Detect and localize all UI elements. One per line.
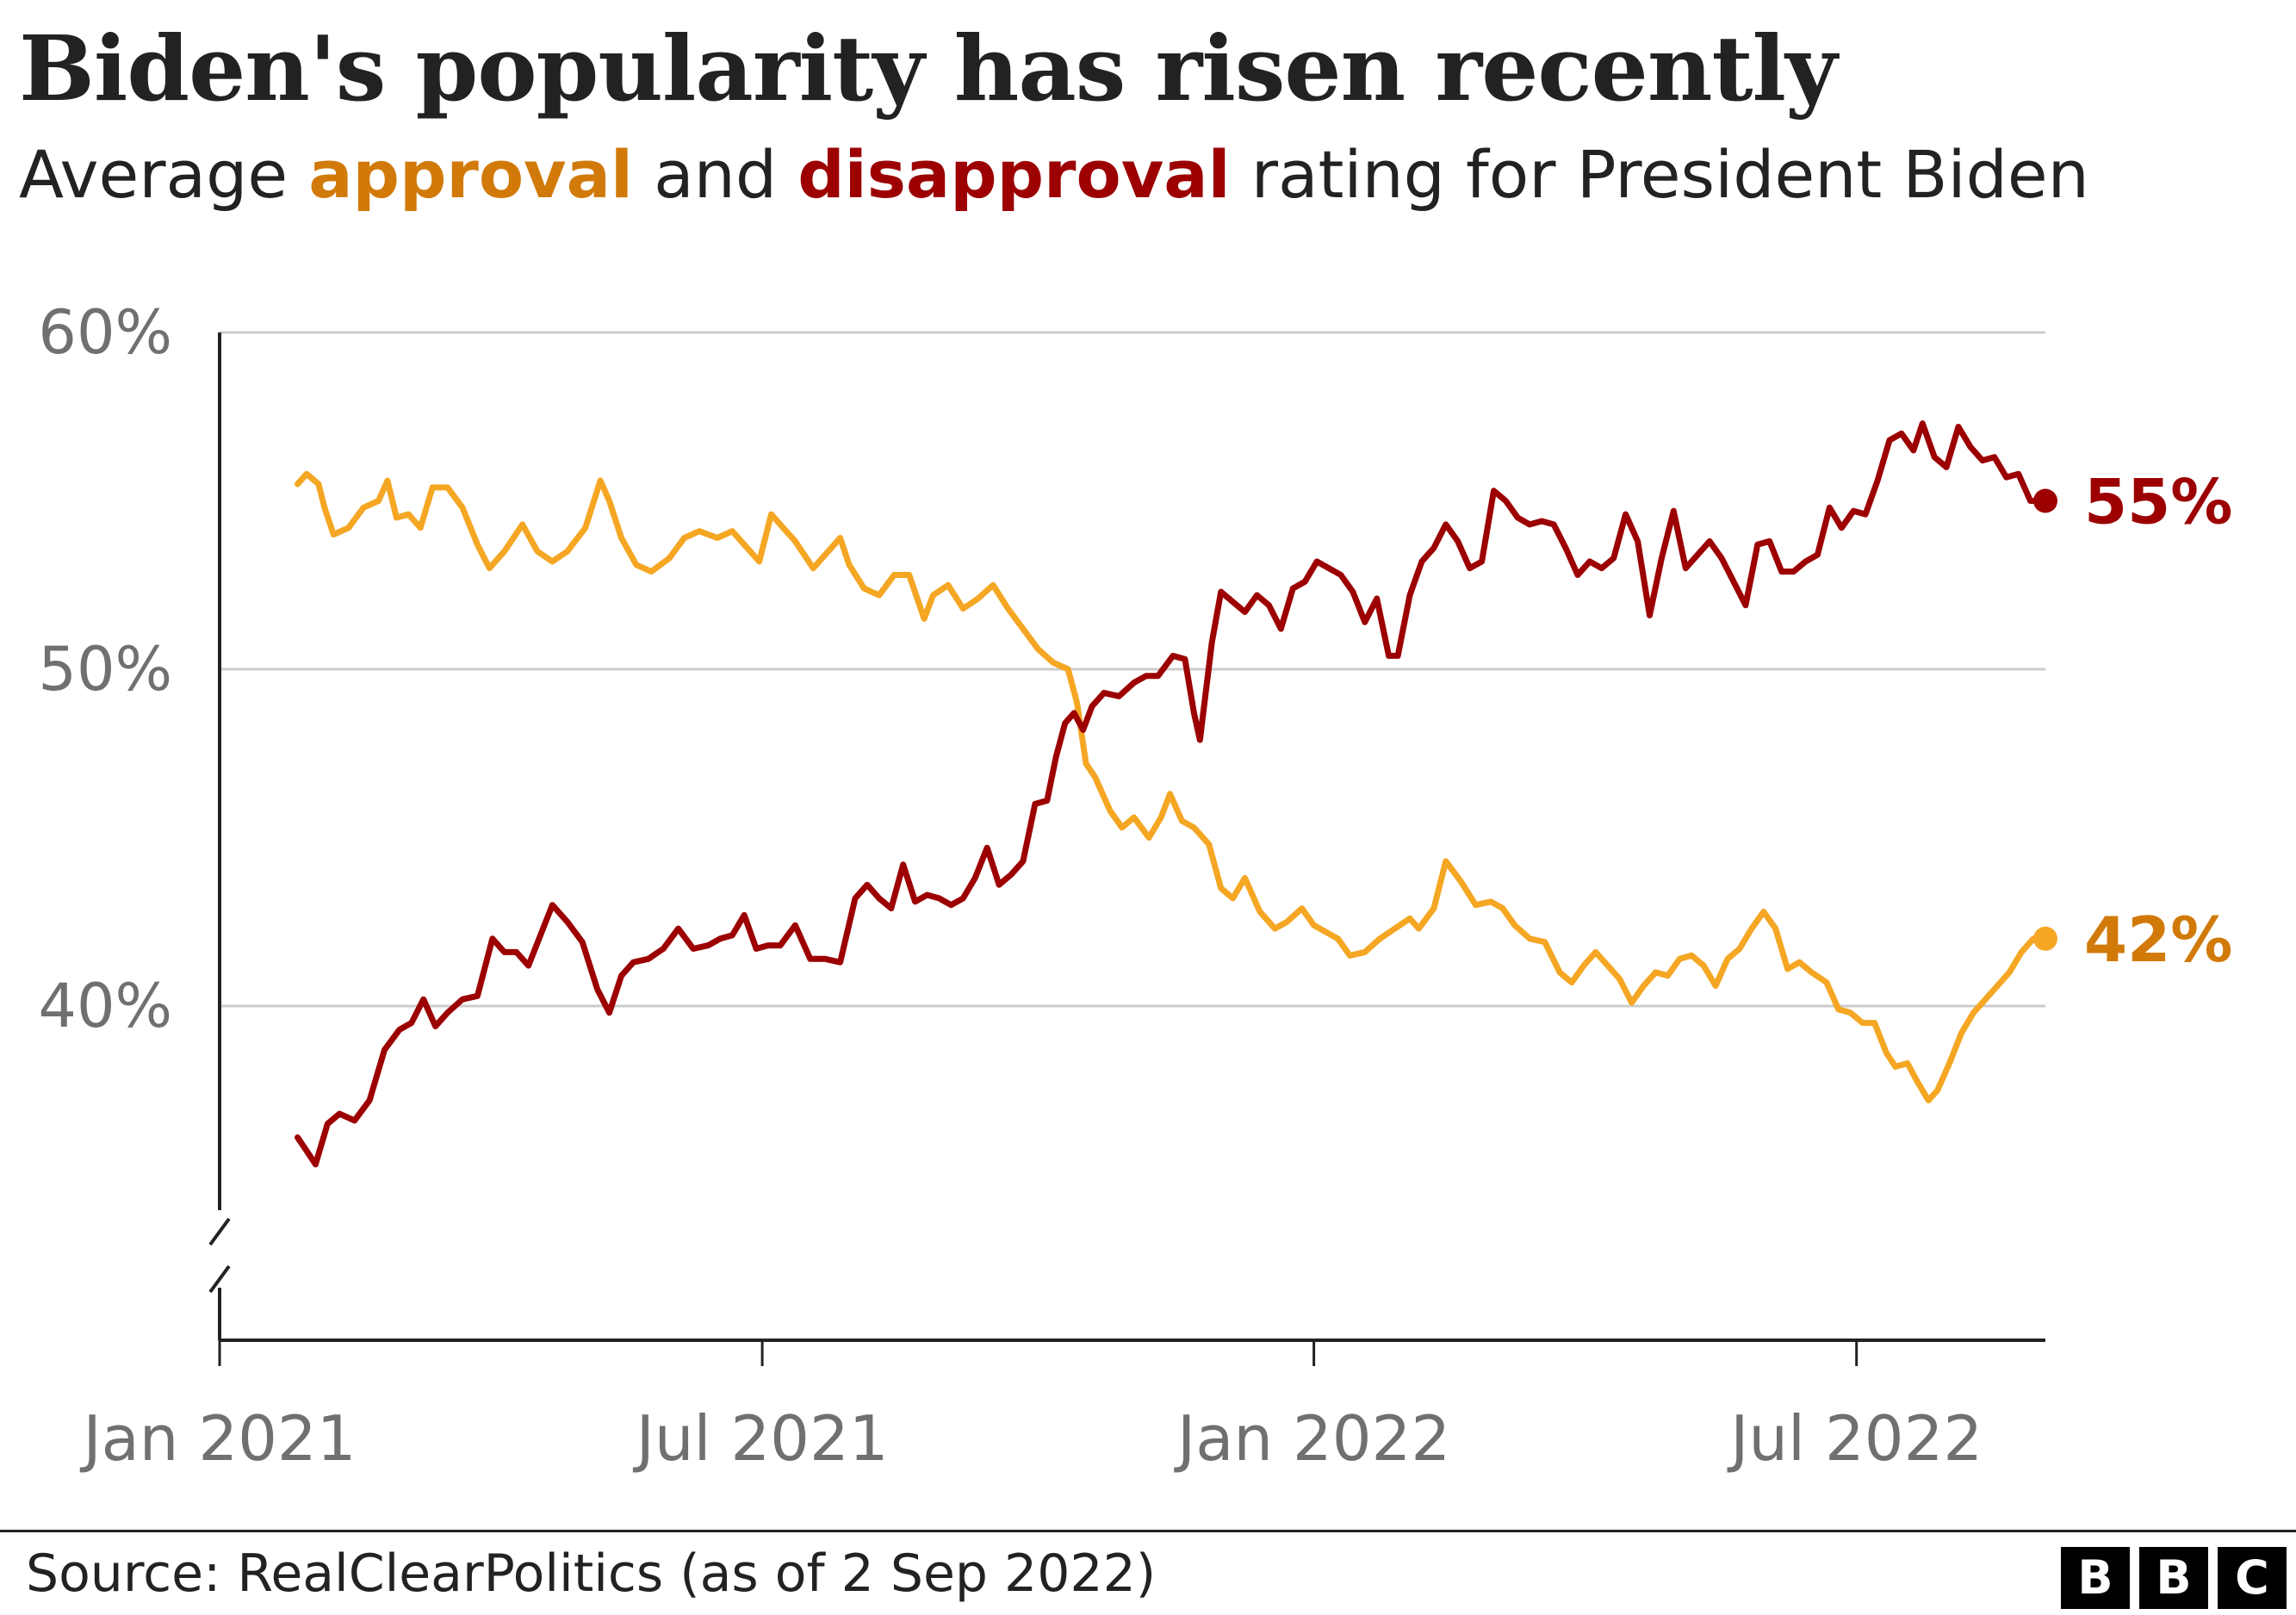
approval-line <box>295 470 2049 1103</box>
y-tick-label-50: 50% <box>38 634 172 705</box>
source-note: Source: RealClearPolitics (as of 2 Sep 2… <box>26 1544 1157 1604</box>
approval-end-marker <box>2033 926 2057 951</box>
approval-end-label: 42% <box>2084 904 2232 976</box>
disapproval-end-marker <box>2033 488 2057 513</box>
subtitle-prefix: Average <box>19 136 309 213</box>
disapproval-end-label: 55% <box>2084 466 2232 538</box>
y-axis-break-mark-2 <box>208 1264 231 1294</box>
subtitle-middle: and <box>632 136 798 213</box>
y-axis-break-mark-1 <box>208 1217 231 1246</box>
x-tick-label-3: Jul 2022 <box>1727 1402 1983 1475</box>
subtitle-disapproval-word: disapproval <box>797 136 1231 213</box>
bbc-logo-letter-3: C <box>2218 1547 2287 1609</box>
bbc-logo: B B C <box>2061 1547 2287 1609</box>
chart-subtitle: Average approval and disapproval rating … <box>19 136 2089 213</box>
disapproval-line <box>295 420 2049 1168</box>
x-tick-label-2: Jan 2022 <box>1174 1402 1450 1475</box>
x-tick-label-1: Jul 2021 <box>633 1402 889 1475</box>
x-tick-label-0: Jan 2021 <box>79 1402 356 1475</box>
chart-title: Biden's popularity has risen recently <box>19 16 1837 121</box>
subtitle-approval-word: approval <box>308 136 633 213</box>
y-tick-label-40: 40% <box>38 971 172 1041</box>
bbc-logo-letter-2: B <box>2139 1547 2208 1609</box>
line-chart: 60% 50% 40% Jan 2021 Jul 2021 Jan 2022 Jul 202… <box>38 297 2232 1475</box>
bbc-logo-letter-1: B <box>2061 1547 2130 1609</box>
y-tick-label-60: 60% <box>38 297 172 368</box>
source-divider <box>0 1530 2296 1532</box>
subtitle-suffix: rating for President Biden <box>1230 136 2089 213</box>
